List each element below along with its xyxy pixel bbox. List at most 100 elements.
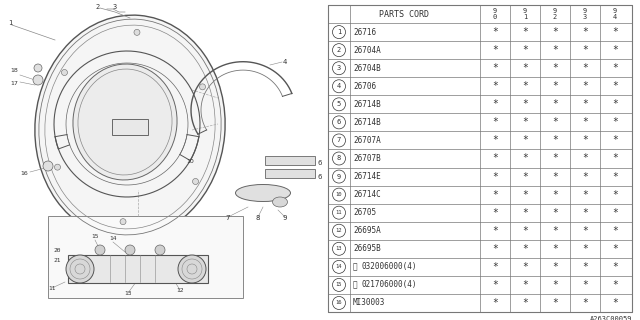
- Circle shape: [95, 245, 105, 255]
- Text: *: *: [522, 117, 528, 127]
- Circle shape: [155, 245, 165, 255]
- Text: *: *: [612, 190, 618, 200]
- Text: *: *: [552, 154, 558, 164]
- Text: 18: 18: [10, 68, 18, 73]
- Text: *: *: [582, 99, 588, 109]
- Text: 26695B: 26695B: [353, 244, 381, 253]
- Bar: [48, 216, 243, 298]
- Text: *: *: [522, 99, 528, 109]
- Text: 6: 6: [337, 119, 341, 125]
- Text: *: *: [492, 81, 498, 91]
- Text: *: *: [552, 172, 558, 181]
- Bar: [328, 5, 632, 312]
- Circle shape: [134, 29, 140, 36]
- Text: *: *: [612, 27, 618, 37]
- Circle shape: [54, 164, 61, 170]
- Text: *: *: [492, 63, 498, 73]
- Text: 16: 16: [20, 171, 28, 176]
- Text: 26714B: 26714B: [353, 118, 381, 127]
- Text: *: *: [522, 63, 528, 73]
- Text: 13: 13: [336, 246, 342, 251]
- Text: *: *: [522, 244, 528, 254]
- Text: *: *: [492, 27, 498, 37]
- Text: 26695A: 26695A: [353, 226, 381, 235]
- Text: 6: 6: [318, 160, 323, 166]
- Text: 26704A: 26704A: [353, 46, 381, 55]
- Text: *: *: [522, 81, 528, 91]
- Text: 10: 10: [186, 159, 194, 164]
- Text: *: *: [552, 63, 558, 73]
- Text: 26714E: 26714E: [353, 172, 381, 181]
- Text: 13: 13: [124, 291, 132, 296]
- Text: 26704B: 26704B: [353, 64, 381, 73]
- Text: *: *: [522, 135, 528, 146]
- Text: Ⓝ: Ⓝ: [353, 280, 358, 289]
- Text: *: *: [492, 154, 498, 164]
- Text: *: *: [522, 298, 528, 308]
- Text: *: *: [582, 117, 588, 127]
- Text: *: *: [582, 172, 588, 181]
- Text: *: *: [492, 208, 498, 218]
- Text: *: *: [612, 154, 618, 164]
- Text: *: *: [522, 172, 528, 181]
- Text: *: *: [522, 208, 528, 218]
- Text: *: *: [612, 226, 618, 236]
- Text: 6: 6: [318, 174, 323, 180]
- Text: 26714C: 26714C: [353, 190, 381, 199]
- Text: *: *: [552, 280, 558, 290]
- Text: 14: 14: [109, 236, 116, 241]
- Text: 15: 15: [92, 234, 99, 239]
- Text: *: *: [582, 154, 588, 164]
- Circle shape: [61, 69, 67, 76]
- Text: *: *: [522, 27, 528, 37]
- Text: *: *: [582, 244, 588, 254]
- Text: *: *: [492, 172, 498, 181]
- Circle shape: [125, 245, 135, 255]
- Ellipse shape: [73, 64, 177, 180]
- Text: *: *: [582, 63, 588, 73]
- Circle shape: [193, 179, 198, 185]
- Text: *: *: [582, 81, 588, 91]
- Text: 8: 8: [337, 156, 341, 162]
- Text: *: *: [582, 45, 588, 55]
- Circle shape: [34, 64, 42, 72]
- Text: *: *: [552, 117, 558, 127]
- Text: 26706: 26706: [353, 82, 376, 91]
- Text: *: *: [582, 190, 588, 200]
- Text: 17: 17: [10, 81, 18, 86]
- Text: *: *: [582, 280, 588, 290]
- Bar: [112, 119, 148, 135]
- Bar: [68, 255, 208, 283]
- Text: 9
1: 9 1: [523, 8, 527, 20]
- Text: 16: 16: [336, 300, 342, 306]
- Text: *: *: [612, 63, 618, 73]
- Text: *: *: [582, 135, 588, 146]
- Text: 7: 7: [337, 138, 341, 143]
- Text: *: *: [552, 45, 558, 55]
- Text: *: *: [552, 190, 558, 200]
- Circle shape: [120, 219, 126, 225]
- Text: *: *: [582, 27, 588, 37]
- Text: 10: 10: [336, 192, 342, 197]
- Text: *: *: [612, 208, 618, 218]
- Text: 5: 5: [337, 101, 341, 107]
- Text: 9
4: 9 4: [613, 8, 617, 20]
- Text: *: *: [612, 280, 618, 290]
- Text: *: *: [492, 99, 498, 109]
- Text: 14: 14: [336, 264, 342, 269]
- Bar: [265, 169, 315, 178]
- Text: *: *: [612, 172, 618, 181]
- Text: *: *: [522, 154, 528, 164]
- Text: *: *: [552, 81, 558, 91]
- Text: *: *: [552, 244, 558, 254]
- Circle shape: [200, 84, 205, 90]
- Text: 3: 3: [337, 65, 341, 71]
- Text: PARTS CORD: PARTS CORD: [379, 10, 429, 19]
- Text: *: *: [552, 298, 558, 308]
- Text: *: *: [582, 262, 588, 272]
- Text: 26705: 26705: [353, 208, 376, 217]
- Text: *: *: [612, 298, 618, 308]
- Text: *: *: [552, 27, 558, 37]
- Text: *: *: [612, 81, 618, 91]
- Ellipse shape: [236, 185, 291, 202]
